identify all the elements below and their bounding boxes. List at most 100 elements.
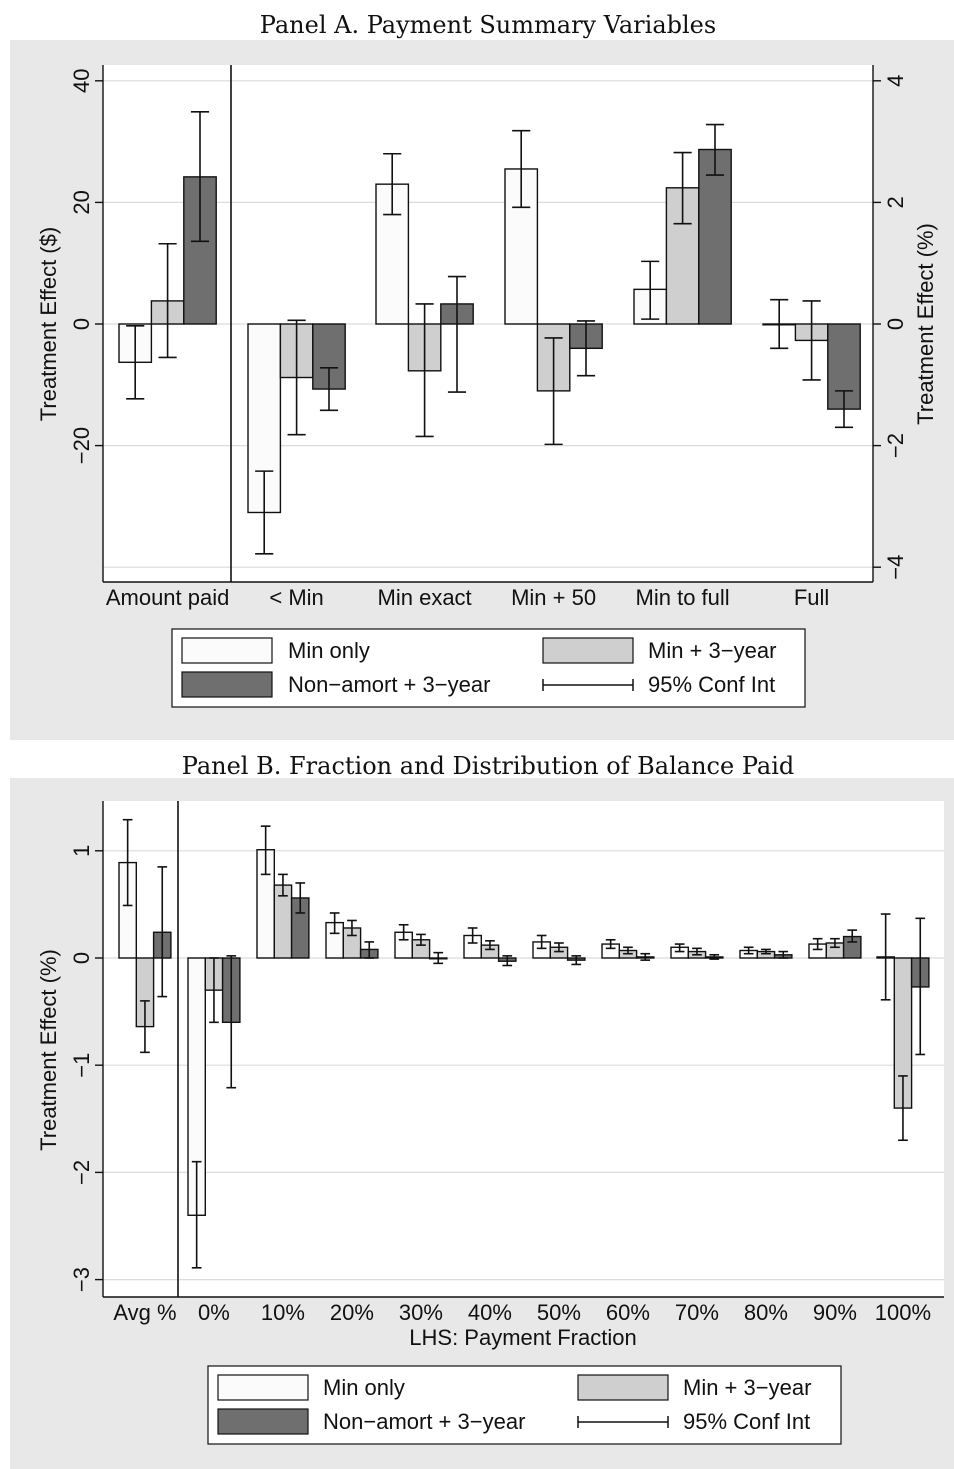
panel-a-y2-axis-label: Treatment Effect (%): [913, 223, 938, 425]
x-tick-label-60: 60%: [606, 1300, 650, 1325]
y-tick-label: −2: [69, 1160, 94, 1185]
x-tick-label-min-exact: Min exact: [378, 585, 472, 610]
ci-full-non-amort-3-year: [834, 390, 854, 429]
panel-b-y-axis-label: Treatment Effect (%): [36, 949, 61, 1151]
ci-60-min-only: [605, 938, 616, 950]
y2-tick-label: −4: [883, 555, 908, 580]
ci-100-non-amort-3-year: [915, 917, 926, 1056]
panel-b-legend: Min only Min + 3−year Non−amort + 3−year…: [207, 1365, 842, 1445]
x-tick-label-full: Full: [794, 585, 829, 610]
ci-10-non-amort-3-year: [295, 882, 306, 914]
x-tick-label-70: 70%: [675, 1300, 719, 1325]
ci-min-non-amort-3-year: [319, 366, 339, 412]
legend-label-min-3year: Min + 3−year: [648, 638, 776, 663]
x-tick-label-avg: Avg %: [113, 1300, 176, 1325]
ci-40-min-3-year: [485, 940, 495, 951]
ci-100-min-3-year: [898, 1075, 908, 1142]
panel-b-title: Panel B. Fraction and Distribution of Ba…: [182, 752, 794, 780]
legend-ci-marker: [577, 1416, 669, 1428]
legend-swatch-nonamort-3year: [217, 1408, 309, 1435]
y2-tick-label: 0: [883, 318, 908, 330]
ci-70-non-amort-3-year: [709, 953, 720, 960]
y-tick-label: 20: [69, 190, 94, 214]
panel-b-x-axis-label: LHS: Payment Fraction: [409, 1325, 636, 1350]
ci-100-min-only: [880, 913, 891, 1001]
ci-40-non-amort-3-year: [502, 955, 513, 967]
ci-10-min-3-year: [278, 873, 288, 897]
ci-90-min-only: [812, 937, 823, 951]
ci-0-min-only: [191, 1160, 202, 1269]
legend-box: [171, 628, 806, 708]
legend-ci-marker: [542, 679, 634, 691]
ci-70-min-only: [674, 943, 685, 953]
panel-a-title: Panel A. Payment Summary Variables: [260, 11, 716, 39]
ci-50-min-only: [536, 934, 547, 950]
ci-20-min-3-year: [347, 919, 357, 937]
x-tick-label-amount-paid: Amount paid: [106, 585, 230, 610]
legend-label-ci: 95% Conf Int: [683, 1409, 810, 1434]
y-tick-label: 1: [69, 845, 94, 857]
ci-amount-paid-non-amort-3-year: [190, 111, 210, 243]
ci-min-exact-non-amort-3-year: [447, 275, 467, 393]
ci-90-min-3-year: [830, 937, 840, 949]
ci-60-non-amort-3-year: [640, 952, 651, 961]
ci-min-to-full-non-amort-3-year: [705, 123, 725, 176]
y2-tick-label: −2: [883, 433, 908, 458]
ci-20-min-only: [329, 912, 340, 935]
ci-40-min-only: [467, 927, 478, 944]
panel-a-legend: Min only Min + 3−year Non−amort + 3−year…: [171, 628, 806, 708]
ci-min-50-min-3-year: [544, 337, 563, 446]
x-tick-label-80: 80%: [744, 1300, 788, 1325]
ci-avg-min-only: [122, 818, 133, 907]
ci-60-min-3-year: [623, 946, 633, 955]
legend-swatch-min-3year: [542, 637, 634, 664]
x-tick-label-90: 90%: [813, 1300, 857, 1325]
ci-full-min-3-year: [802, 300, 821, 381]
y-tick-label: −3: [69, 1267, 94, 1292]
legend-swatch-min-only: [217, 1374, 309, 1401]
legend-swatch-min-only: [181, 637, 273, 664]
ci-80-min-3-year: [761, 948, 771, 955]
x-tick-label-50: 50%: [537, 1300, 581, 1325]
ci-min-to-full-min-3-year: [673, 151, 692, 225]
legend-swatch-nonamort-3year: [181, 671, 273, 698]
ci-90-non-amort-3-year: [847, 929, 858, 943]
y2-tick-label: 4: [883, 75, 908, 87]
x-tick-label-min: < Min: [269, 585, 323, 610]
ci-30-non-amort-3-year: [433, 951, 444, 965]
ci-10-min-only: [260, 825, 271, 876]
ci-avg-non-amort-3-year: [157, 866, 168, 998]
x-tick-label-30: 30%: [399, 1300, 443, 1325]
legend-label-min-only: Min only: [288, 638, 370, 663]
ci-30-min-only: [398, 923, 409, 941]
panel-b-plot-area: [103, 801, 944, 1297]
ci-amount-paid-min-only: [126, 325, 145, 400]
legend-swatch-min-3year: [577, 1374, 669, 1401]
ci-80-min-only: [743, 946, 754, 955]
panel-a-y-axis-label: Treatment Effect ($): [36, 227, 61, 421]
ci-50-non-amort-3-year: [571, 955, 582, 966]
ci-0-non-amort-3-year: [226, 955, 237, 1089]
x-tick-label-20: 20%: [330, 1300, 374, 1325]
x-tick-label-min-to-full: Min to full: [636, 585, 730, 610]
ci-avg-min-3-year: [140, 1000, 150, 1054]
ci-full-min-only: [770, 298, 789, 350]
legend-label-min-3year: Min + 3−year: [683, 1375, 811, 1400]
bar-min-to-full-non-amort-3-year: [698, 148, 732, 325]
y-tick-label: 40: [69, 69, 94, 93]
ci-min-min-only: [255, 470, 274, 555]
ci-min-50-non-amort-3-year: [576, 320, 596, 377]
ci-80-non-amort-3-year: [778, 950, 789, 959]
ci-50-min-3-year: [554, 942, 564, 953]
x-tick-label-10: 10%: [261, 1300, 305, 1325]
x-tick-label-100: 100%: [875, 1300, 931, 1325]
ci-70-min-3-year: [692, 947, 702, 956]
y-tick-label: −20: [69, 427, 94, 464]
legend-label-ci: 95% Conf Int: [648, 672, 775, 697]
legend-label-nonamort-3year: Non−amort + 3−year: [288, 672, 490, 697]
x-tick-label-min-50: Min + 50: [511, 585, 596, 610]
y-tick-label: −1: [69, 1053, 94, 1078]
legend-label-min-only: Min only: [323, 1375, 405, 1400]
ci-amount-paid-min-3-year: [158, 242, 177, 359]
